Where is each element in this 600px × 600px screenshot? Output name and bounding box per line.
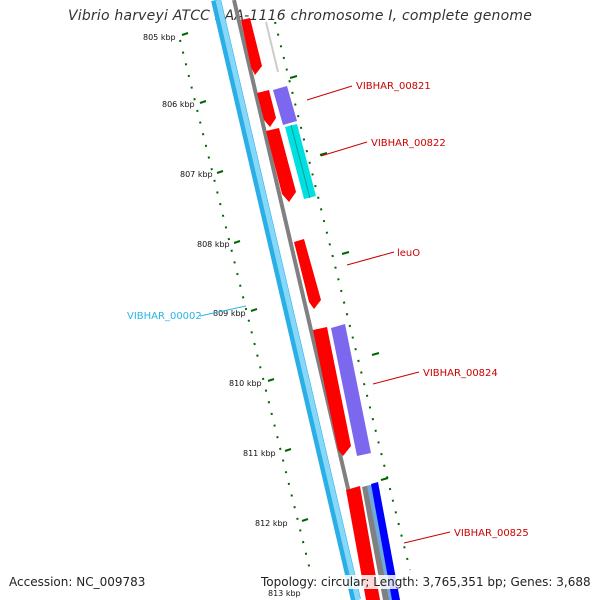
tick-label: 810 kbp [229,379,262,388]
gene-arrow-cyan-stripe [290,124,311,199]
label-leaders [199,85,451,544]
gene-arrow-purple-2[interactable] [331,324,371,456]
leader-vibhar-00824 [372,371,420,385]
tick-label: 811 kbp [243,449,276,458]
gene-arrow-vibhar-00824[interactable] [313,327,351,456]
gene-arrow-leuo[interactable] [294,239,321,309]
gene-labels[interactable]: VIBHAR_00821 VIBHAR_00822 leuO VIBHAR_00… [127,81,529,539]
tick-label: 806 kbp [162,100,195,109]
tick-809 [250,308,258,312]
gene-label-vibhar-00825[interactable]: VIBHAR_00825 [454,528,529,539]
leader-vibhar-00825 [403,531,451,544]
gene-label-vibhar-00002[interactable]: VIBHAR_00002 [127,311,202,322]
leader-leuo [346,251,395,266]
tick-812 [301,518,309,522]
gene-arrow-vibhar-00822[interactable] [266,128,296,202]
tick-label: 809 kbp [213,309,246,318]
backbone-inner-track [215,0,361,600]
tick-label: 813 kbp [268,589,301,598]
gene-arrow-blue[interactable] [371,482,400,600]
tick-808 [233,240,241,244]
accession-text: Accession: NC_009783 [9,575,146,589]
gene-arrow-vibhar-00820[interactable] [241,18,262,75]
leader-vibhar-00002 [199,305,247,317]
genome-summary-text: Topology: circular; Length: 3,765,351 bp… [261,575,591,589]
tick-marks [181,32,389,522]
tick-label: 805 kbp [143,33,176,42]
tick-807 [216,170,224,174]
tick-label: 807 kbp [180,170,213,179]
tick-outer-5 [380,477,389,481]
gene-label-vibhar-00824[interactable]: VIBHAR_00824 [423,368,498,379]
outer-dotted-guide [274,21,411,571]
gene-label-vibhar-00821[interactable]: VIBHAR_00821 [356,81,431,92]
gene-arrow-purple-1[interactable] [273,86,297,125]
tick-805 [181,32,189,36]
gene-label-leuo[interactable]: leuO [397,248,420,259]
tick-label: 808 kbp [197,240,230,249]
leader-vibhar-00822 [320,141,368,157]
grey-feature-line [265,21,279,73]
tick-outer-2 [319,152,328,156]
tick-810 [267,378,275,382]
gene-arrow-vibhar-00825[interactable] [346,486,380,600]
tick-806 [199,100,207,104]
map-title: Vibrio harveyi ATCC BAA-1116 chromosome … [67,8,533,24]
tick-outer-4 [371,352,380,356]
gene-label-vibhar-00822[interactable]: VIBHAR_00822 [371,138,446,149]
tick-label: 812 kbp [255,519,288,528]
gene-arrow-vibhar-00821[interactable] [257,90,276,127]
tick-811 [284,448,292,452]
tick-outer-3 [341,251,350,255]
tick-labels: 805 kbp 806 kbp 807 kbp 808 kbp 809 kbp … [143,33,301,598]
leader-vibhar-00821 [306,85,353,101]
tick-outer-1 [289,75,298,79]
